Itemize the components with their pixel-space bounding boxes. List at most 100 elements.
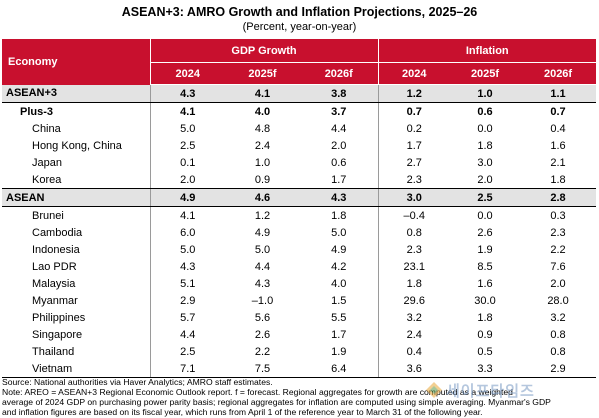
inflation-value-cell: 1.0 [450, 84, 521, 103]
gdp-value-cell: 0.9 [225, 171, 300, 189]
gdp-value-cell: 4.4 [331, 122, 347, 135]
table-row: Brunei 4.1 1.2 1.8 –0.4 0.0 0.3 [2, 206, 596, 224]
inflation-value-cell: 0.4 [377, 343, 451, 360]
gdp-value-cell: 4.4 [149, 326, 225, 343]
inflation-value-cell: 1.9 [477, 243, 493, 256]
gdp-value-cell: 2.6 [254, 328, 271, 341]
inflation-value-cell: 3.2 [377, 309, 451, 326]
year-header: 2024 [149, 62, 225, 85]
gdp-value-cell: 4.4 [254, 260, 271, 273]
inflation-value-cell: 3.0 [377, 188, 451, 207]
table-row: Japan 0.1 1.0 0.6 2.7 3.0 2.1 [2, 154, 596, 171]
table-row: ASEAN+3 4.3 4.1 3.8 1.2 1.0 1.1 [2, 84, 597, 103]
inflation-value-cell: 3.3 [450, 360, 521, 378]
inflation-value-cell: 2.9 [520, 360, 597, 378]
economy-name: Cambodia [32, 226, 83, 239]
gdp-value-cell: 4.3 [149, 258, 225, 275]
gdp-value-cell: 5.1 [149, 275, 225, 292]
gdp-value-cell: 3.7 [331, 105, 347, 118]
inflation-value-cell: 3.0 [477, 156, 493, 169]
inflation-value-cell: 1.6 [550, 139, 566, 152]
inflation-value-cell: 0.8 [550, 328, 566, 341]
year-header: 2025f [225, 62, 300, 85]
economy-name: Thailand [32, 345, 75, 358]
gdp-value-cell: 5.0 [254, 243, 271, 256]
gdp-value-cell: 6.4 [300, 360, 379, 378]
gdp-value-cell: –1.0 [251, 294, 274, 307]
watermark-text: 세이프타임즈 [446, 382, 535, 400]
inflation-value-cell: 0.3 [550, 209, 566, 222]
gdp-value-cell: 7.5 [225, 360, 300, 378]
gdp-value-cell: 2.2 [254, 345, 271, 358]
inflation-value-cell: 2.4 [377, 326, 451, 343]
table-subtitle: (Percent, year-on-year) [242, 21, 357, 33]
year-header: 2026f [300, 62, 379, 85]
inflation-value-cell: 8.5 [477, 260, 493, 273]
gdp-value-cell: 5.5 [331, 311, 347, 324]
gdp-value-cell: 1.7 [300, 171, 379, 189]
table-row: Hong Kong, China 2.5 2.4 2.0 1.7 1.8 1.6 [2, 137, 596, 154]
inflation-value-cell: 0.8 [550, 345, 566, 358]
table-row: Singapore 4.4 2.6 1.7 2.4 0.9 0.8 [2, 326, 596, 343]
safetimes-logo-icon [426, 382, 442, 398]
inflation-value-cell: 7.6 [550, 260, 566, 273]
inflation-value-cell: –0.4 [377, 206, 451, 224]
gdp-growth-header: GDP Growth [149, 39, 379, 63]
table-row: Korea 2.0 0.9 1.7 2.3 2.0 1.8 [2, 171, 597, 189]
inflation-value-cell: 3.6 [377, 360, 451, 378]
inflation-value-cell: 28.0 [547, 294, 569, 307]
inflation-value-cell: 1.6 [477, 277, 493, 290]
gdp-value-cell: 4.0 [254, 105, 271, 118]
inflation-value-cell: 1.1 [520, 84, 597, 103]
gdp-value-cell: 1.0 [254, 156, 271, 169]
gdp-value-cell: 2.0 [149, 171, 225, 189]
inflation-value-cell: 2.6 [477, 226, 493, 239]
inflation-value-cell: 2.1 [550, 156, 566, 169]
inflation-value-cell: 0.7 [377, 102, 451, 120]
table-row: Cambodia 6.0 4.9 5.0 0.8 2.6 2.3 [2, 224, 596, 241]
inflation-value-cell: 2.8 [520, 188, 597, 207]
economy-name: Myanmar [32, 294, 78, 307]
inflation-value-cell: 1.2 [377, 84, 451, 103]
table-title: ASEAN+3: AMRO Growth and Inflation Proje… [121, 5, 478, 19]
economy-name: ASEAN+3 [2, 84, 150, 103]
economy-name: Hong Kong, China [32, 139, 122, 152]
gdp-value-cell: 4.1 [149, 102, 225, 120]
economy-name: Japan [32, 156, 62, 169]
gdp-value-cell: 2.5 [149, 137, 225, 154]
inflation-value-cell: 2.2 [550, 243, 566, 256]
gdp-value-cell: 3.8 [300, 84, 379, 103]
economy-name: Korea [2, 171, 150, 189]
table-row: Philippines 5.7 5.6 5.5 3.2 1.8 3.2 [2, 309, 596, 326]
gdp-value-cell: 0.6 [331, 156, 347, 169]
economy-name: Indonesia [32, 243, 80, 256]
gdp-value-cell: 1.5 [331, 294, 347, 307]
inflation-value-cell: 1.8 [477, 139, 493, 152]
gdp-value-cell: 4.9 [254, 226, 271, 239]
gdp-value-cell: 5.0 [149, 241, 225, 258]
gdp-value-cell: 0.1 [149, 154, 225, 171]
economy-header: Economy [2, 39, 150, 85]
gdp-value-cell: 5.0 [149, 120, 225, 137]
table-row: Myanmar 2.9 –1.0 1.5 29.6 30.0 28.0 [2, 292, 596, 309]
inflation-value-cell: 2.3 [377, 171, 451, 189]
gdp-value-cell: 1.2 [254, 209, 271, 222]
footnote-line: Note: AREO = ASEAN+3 Regional Economic O… [2, 387, 513, 397]
table-row: ASEAN 4.9 4.6 4.3 3.0 2.5 2.8 [2, 188, 597, 207]
inflation-value-cell: 2.7 [377, 154, 451, 171]
table-row: Plus-3 4.1 4.0 3.7 0.7 0.6 0.7 [2, 102, 596, 120]
inflation-value-cell: 2.0 [550, 277, 566, 290]
gdp-value-cell: 2.4 [254, 139, 271, 152]
inflation-value-cell: 1.8 [377, 275, 451, 292]
inflation-value-cell: 2.3 [377, 241, 451, 258]
inflation-value-cell: 0.6 [477, 105, 493, 118]
inflation-value-cell: 0.7 [550, 105, 566, 118]
inflation-value-cell: 0.4 [550, 122, 566, 135]
gdp-value-cell: 4.8 [254, 122, 271, 135]
gdp-value-cell: 1.8 [331, 209, 347, 222]
inflation-value-cell: 0.0 [477, 122, 493, 135]
gdp-value-cell: 4.6 [225, 188, 300, 207]
gdp-value-cell: 1.7 [331, 328, 347, 341]
gdp-value-cell: 4.9 [331, 243, 347, 256]
inflation-value-cell: 1.8 [477, 311, 493, 324]
